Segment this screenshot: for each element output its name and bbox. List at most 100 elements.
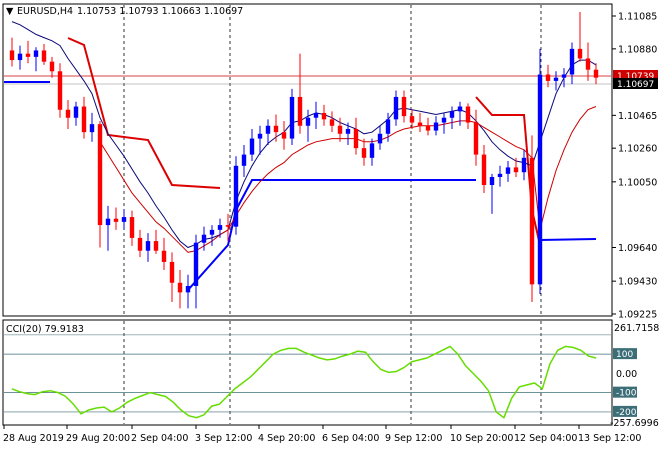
candle [345,122,351,145]
cci-min-label: -257.6996 [610,418,659,429]
candle-body [281,132,287,139]
candle-body [297,96,303,126]
candle-body [425,125,431,131]
candle [41,44,47,65]
candle-body [417,122,423,126]
candle [177,269,183,309]
support-line-2 [539,238,597,241]
price-tick-label: 1.10880 [618,44,657,55]
candle [473,109,479,166]
cci-layer [11,345,597,419]
candle [225,213,231,242]
candle [161,237,167,270]
time-tick-label: 29 Aug 20:00 [66,433,130,444]
candle-body [481,154,487,186]
resistance-line-2 [475,96,541,246]
candle [561,68,567,88]
chart-header-ohlc: 1.10753 1.10793 1.10663 1.10697 [77,6,243,17]
candle-body [89,124,95,133]
candle-body [137,237,143,251]
candle [481,144,487,194]
candle [417,112,423,133]
candle-body [465,106,471,123]
candle-body [377,133,383,144]
cci-tick-badge [613,348,637,360]
candle [465,103,471,129]
candle [361,138,367,166]
candle-body [201,234,207,243]
candle-body [57,71,63,110]
candle-body [145,241,151,251]
chart-header-symbol: EURUSD,H4 [17,6,73,17]
candle-body [585,58,591,70]
time-axis: 28 Aug 2019 29 Aug 20:00 2 Sep 04:00 3 Sep … [3,425,641,444]
candle-body [233,165,239,227]
candle [577,12,583,62]
candle-body [33,50,39,57]
candle-body [153,241,159,251]
candle-body [569,48,575,75]
candle-body [521,157,527,173]
cci-tick-label: 0.00 [616,369,637,380]
candle [33,47,39,72]
candle [209,225,215,246]
candle [145,233,151,262]
cci-max-label: 261.7158 [614,323,659,334]
candle [441,112,447,134]
candle-body [537,74,543,285]
candle-body [49,61,55,72]
candle [297,53,303,134]
candle [305,109,311,142]
candle [9,37,15,67]
candle-body [449,111,455,118]
candle [49,56,55,78]
bid-price-tag [613,78,658,89]
candle-body [17,53,23,61]
price-tick-label: 1.10260 [618,144,657,155]
cci-tick-badge [613,405,637,417]
candle-body [409,116,415,123]
price-tick-label: 1.09640 [618,243,657,254]
candle-body [441,117,447,123]
candle-body [97,124,103,226]
candle [553,71,559,91]
candle-body [185,285,191,293]
candle [353,117,359,155]
candle [185,274,191,309]
price-panel[interactable] [2,3,613,317]
candle-body [513,167,519,173]
candle-body [473,122,479,155]
candle [497,165,503,187]
candle-body [257,133,263,139]
candle-body [353,128,359,149]
candle [137,229,143,258]
candle [105,205,111,251]
cci-level-lines [4,334,611,413]
candle [321,104,327,126]
candle-body [81,106,87,133]
candle-body [193,242,199,286]
candle [537,48,543,294]
candle [65,100,71,129]
candle [569,42,575,85]
candle-body [505,167,511,174]
candle-body [321,112,327,120]
candle-body [457,106,463,112]
candle [81,96,87,139]
candle-body [241,154,247,166]
candle [17,45,23,70]
candle [425,117,431,136]
candle-body [265,125,271,134]
candle-body [169,261,175,283]
price-layer [4,12,611,309]
candle [25,40,31,64]
candle [449,106,455,129]
bid-price-label: 1.10697 [617,80,654,90]
candle-body [369,143,375,158]
time-tick-label: 9 Sep 12:00 [385,433,442,444]
candle-body [545,74,551,81]
candle-body [161,250,167,262]
candle-body [553,77,559,81]
candle-body [73,106,79,118]
candle [585,42,591,81]
